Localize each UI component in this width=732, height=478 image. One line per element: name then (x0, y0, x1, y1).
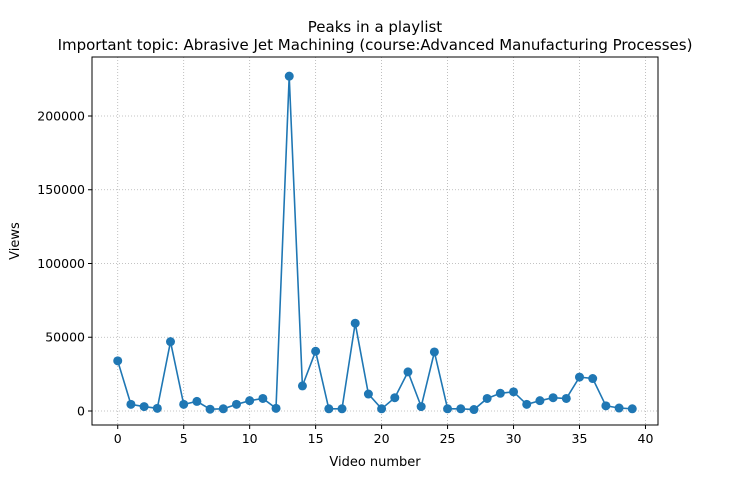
x-tick-label: 5 (180, 431, 188, 446)
data-point (509, 387, 519, 397)
y-tick-label: 100000 (37, 256, 85, 271)
data-point (166, 337, 176, 347)
x-tick-label: 15 (308, 431, 324, 446)
x-tick-label: 10 (242, 431, 258, 446)
data-point (601, 401, 611, 411)
y-tick-label: 0 (77, 403, 85, 418)
y-axis-label: Views (8, 222, 23, 260)
y-tick-label: 50000 (45, 330, 85, 345)
data-point (139, 402, 149, 412)
data-point (522, 399, 532, 409)
data-point (271, 403, 281, 413)
x-axis-label: Video number (329, 455, 421, 470)
data-point (456, 404, 466, 414)
data-point (429, 347, 439, 357)
data-point (179, 399, 189, 409)
chart-title: Peaks in a playlist (308, 18, 443, 36)
data-point (614, 403, 624, 413)
x-tick-label: 0 (114, 431, 122, 446)
data-point (627, 404, 637, 414)
data-point (469, 405, 479, 415)
data-point (218, 404, 228, 414)
chart-subtitle: Important topic: Abrasive Jet Machining … (58, 36, 693, 54)
data-point (561, 393, 571, 403)
data-point (363, 389, 373, 399)
tick-group: 0 5 10 15 20 25 30 35 40 0 50000 100000 150000 200000 (37, 108, 653, 446)
data-point (258, 393, 268, 403)
data-point (377, 404, 387, 414)
series-group (113, 71, 637, 415)
x-tick-label: 35 (572, 431, 588, 446)
data-point (350, 318, 360, 328)
data-point (324, 404, 334, 414)
data-point (443, 404, 453, 414)
data-point (311, 346, 321, 356)
data-point (152, 403, 162, 413)
y-tick-label: 150000 (37, 182, 85, 197)
series-line (116, 76, 633, 411)
data-point (231, 399, 241, 409)
data-point (126, 399, 136, 409)
data-point (192, 396, 202, 406)
data-point (390, 393, 400, 403)
x-tick-label: 25 (440, 431, 456, 446)
grid-lines (92, 57, 658, 425)
plot-frame (91, 56, 659, 426)
data-point (416, 402, 426, 412)
data-point (297, 381, 307, 391)
data-point (245, 396, 255, 406)
data-point (337, 404, 347, 414)
data-point (205, 404, 215, 414)
data-point (113, 356, 123, 366)
x-tick-label: 20 (374, 431, 390, 446)
data-point (284, 71, 294, 81)
data-point (574, 372, 584, 382)
data-point (548, 393, 558, 403)
x-tick-label: 30 (506, 431, 522, 446)
y-tick-label: 200000 (37, 108, 85, 123)
data-point (482, 393, 492, 403)
x-tick-label: 40 (638, 431, 654, 446)
data-point (495, 388, 505, 398)
data-point (535, 396, 545, 406)
data-point (403, 367, 413, 377)
data-point (588, 374, 598, 384)
